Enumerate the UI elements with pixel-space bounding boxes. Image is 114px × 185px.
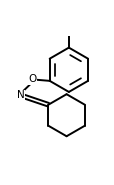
Text: N: N [17, 90, 24, 100]
Text: O: O [28, 74, 36, 84]
